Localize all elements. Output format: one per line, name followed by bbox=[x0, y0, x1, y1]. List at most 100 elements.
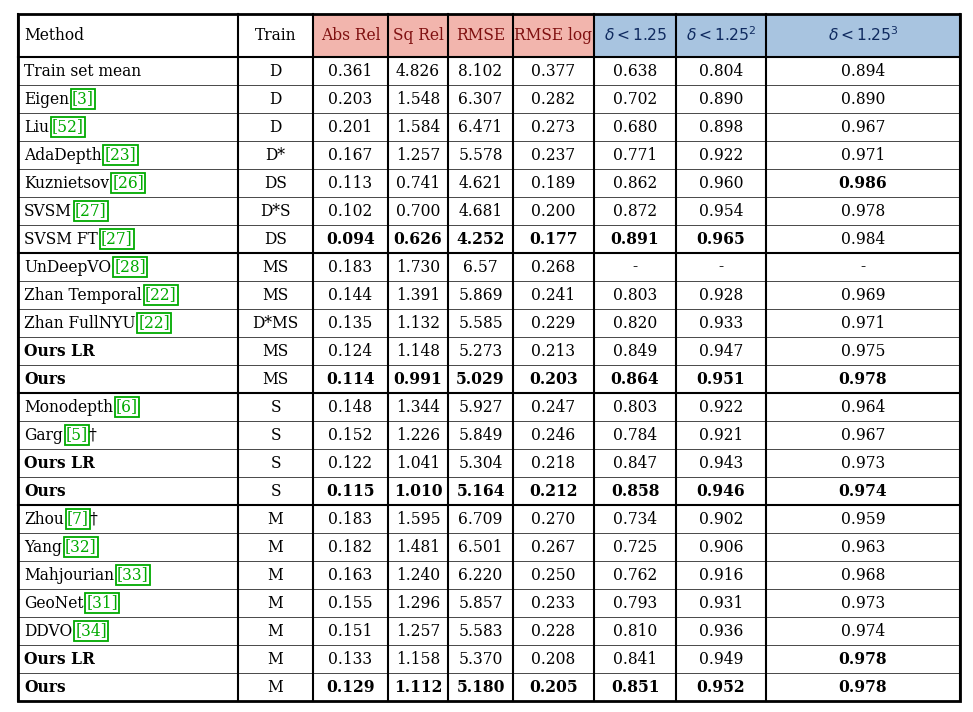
Bar bbox=[18, 673, 960, 701]
Text: 0.864: 0.864 bbox=[611, 370, 660, 387]
Text: 0.967: 0.967 bbox=[841, 426, 885, 444]
Text: 0.212: 0.212 bbox=[529, 483, 578, 500]
Text: RMSE log: RMSE log bbox=[515, 27, 593, 44]
Bar bbox=[18, 141, 960, 169]
Text: 0.858: 0.858 bbox=[611, 483, 660, 500]
Text: 0.902: 0.902 bbox=[699, 511, 743, 528]
Text: 0.725: 0.725 bbox=[613, 538, 657, 555]
Bar bbox=[18, 169, 960, 197]
Text: 5.029: 5.029 bbox=[456, 370, 505, 387]
Text: 1.257: 1.257 bbox=[396, 147, 440, 164]
Text: 0.922: 0.922 bbox=[699, 147, 743, 164]
Text: D: D bbox=[270, 90, 282, 108]
Text: 6.709: 6.709 bbox=[458, 511, 503, 528]
Text: 5.578: 5.578 bbox=[458, 147, 503, 164]
Text: 6.501: 6.501 bbox=[458, 538, 503, 555]
Text: 0.951: 0.951 bbox=[697, 370, 745, 387]
Text: Mahjourian: Mahjourian bbox=[24, 567, 114, 584]
Text: 0.978: 0.978 bbox=[839, 370, 887, 387]
Bar bbox=[18, 505, 960, 533]
Text: Sq Rel: Sq Rel bbox=[392, 27, 444, 44]
Text: S: S bbox=[270, 426, 281, 444]
Text: $\delta < 1.25$: $\delta < 1.25$ bbox=[603, 27, 667, 44]
Text: 0.113: 0.113 bbox=[329, 174, 373, 192]
Text: 6.220: 6.220 bbox=[458, 567, 503, 584]
Bar bbox=[18, 533, 960, 561]
Text: [22]: [22] bbox=[145, 286, 176, 303]
Text: 0.124: 0.124 bbox=[329, 342, 373, 360]
Text: 5.585: 5.585 bbox=[458, 315, 503, 332]
Bar bbox=[18, 617, 960, 645]
Text: 5.857: 5.857 bbox=[458, 595, 503, 612]
Text: [27]: [27] bbox=[101, 231, 132, 248]
Bar bbox=[594, 14, 960, 57]
Text: 0.959: 0.959 bbox=[841, 511, 885, 528]
Text: 0.803: 0.803 bbox=[613, 399, 657, 416]
Text: 0.218: 0.218 bbox=[531, 454, 576, 471]
Text: 0.163: 0.163 bbox=[328, 567, 373, 584]
Text: 0.820: 0.820 bbox=[613, 315, 657, 332]
Text: Garg: Garg bbox=[24, 426, 62, 444]
Text: 0.978: 0.978 bbox=[841, 202, 885, 219]
Text: [3]: [3] bbox=[72, 90, 94, 108]
Bar bbox=[18, 113, 960, 141]
Text: 0.741: 0.741 bbox=[396, 174, 440, 192]
Text: Zhou: Zhou bbox=[24, 511, 64, 528]
Text: 0.916: 0.916 bbox=[699, 567, 743, 584]
Text: 0.841: 0.841 bbox=[613, 651, 657, 668]
Text: S: S bbox=[270, 483, 281, 500]
Bar bbox=[18, 337, 960, 365]
Text: [7]: [7] bbox=[67, 511, 89, 528]
Text: 5.849: 5.849 bbox=[458, 426, 503, 444]
Text: 0.282: 0.282 bbox=[531, 90, 576, 108]
Text: 0.849: 0.849 bbox=[613, 342, 657, 360]
Text: †: † bbox=[90, 511, 97, 528]
Text: M: M bbox=[268, 538, 283, 555]
Bar bbox=[18, 14, 313, 57]
Text: 1.296: 1.296 bbox=[396, 595, 440, 612]
Text: Monodepth: Monodepth bbox=[24, 399, 113, 416]
Bar bbox=[18, 197, 960, 225]
Text: 4.252: 4.252 bbox=[456, 231, 505, 248]
Text: 0.969: 0.969 bbox=[841, 286, 885, 303]
Text: 0.273: 0.273 bbox=[531, 118, 576, 135]
Text: GeoNet: GeoNet bbox=[24, 595, 84, 612]
Text: M: M bbox=[268, 595, 283, 612]
Text: 5.164: 5.164 bbox=[456, 483, 505, 500]
Text: 0.891: 0.891 bbox=[611, 231, 660, 248]
Text: 0.862: 0.862 bbox=[613, 174, 657, 192]
Text: 0.152: 0.152 bbox=[328, 426, 373, 444]
Text: 6.57: 6.57 bbox=[463, 258, 498, 276]
Text: 5.370: 5.370 bbox=[458, 651, 503, 668]
Text: 8.102: 8.102 bbox=[458, 63, 503, 80]
Text: MS: MS bbox=[263, 342, 289, 360]
Text: Kuznietsov: Kuznietsov bbox=[24, 174, 109, 192]
Text: 0.177: 0.177 bbox=[529, 231, 578, 248]
Text: [52]: [52] bbox=[52, 118, 84, 135]
Text: 0.954: 0.954 bbox=[699, 202, 743, 219]
Text: 0.810: 0.810 bbox=[613, 622, 657, 639]
Text: 0.250: 0.250 bbox=[531, 567, 576, 584]
Text: 0.872: 0.872 bbox=[613, 202, 657, 219]
Text: -: - bbox=[718, 258, 724, 276]
Text: [5]: [5] bbox=[66, 426, 88, 444]
Text: 0.700: 0.700 bbox=[396, 202, 440, 219]
Text: 0.936: 0.936 bbox=[699, 622, 743, 639]
Text: 0.183: 0.183 bbox=[329, 258, 373, 276]
Text: 6.307: 6.307 bbox=[458, 90, 503, 108]
Text: MS: MS bbox=[263, 370, 289, 387]
Text: 0.102: 0.102 bbox=[328, 202, 373, 219]
Text: Train: Train bbox=[255, 27, 296, 44]
Text: 0.203: 0.203 bbox=[529, 370, 578, 387]
Text: Train set mean: Train set mean bbox=[24, 63, 141, 80]
Text: 1.730: 1.730 bbox=[396, 258, 440, 276]
Text: MS: MS bbox=[263, 258, 289, 276]
Text: 0.189: 0.189 bbox=[531, 174, 576, 192]
Text: 5.273: 5.273 bbox=[458, 342, 503, 360]
Text: Ours: Ours bbox=[24, 679, 65, 696]
Text: 0.702: 0.702 bbox=[613, 90, 657, 108]
Text: †: † bbox=[89, 426, 97, 444]
Text: 0.967: 0.967 bbox=[841, 118, 885, 135]
Text: M: M bbox=[268, 651, 283, 668]
Text: 5.180: 5.180 bbox=[456, 679, 505, 696]
